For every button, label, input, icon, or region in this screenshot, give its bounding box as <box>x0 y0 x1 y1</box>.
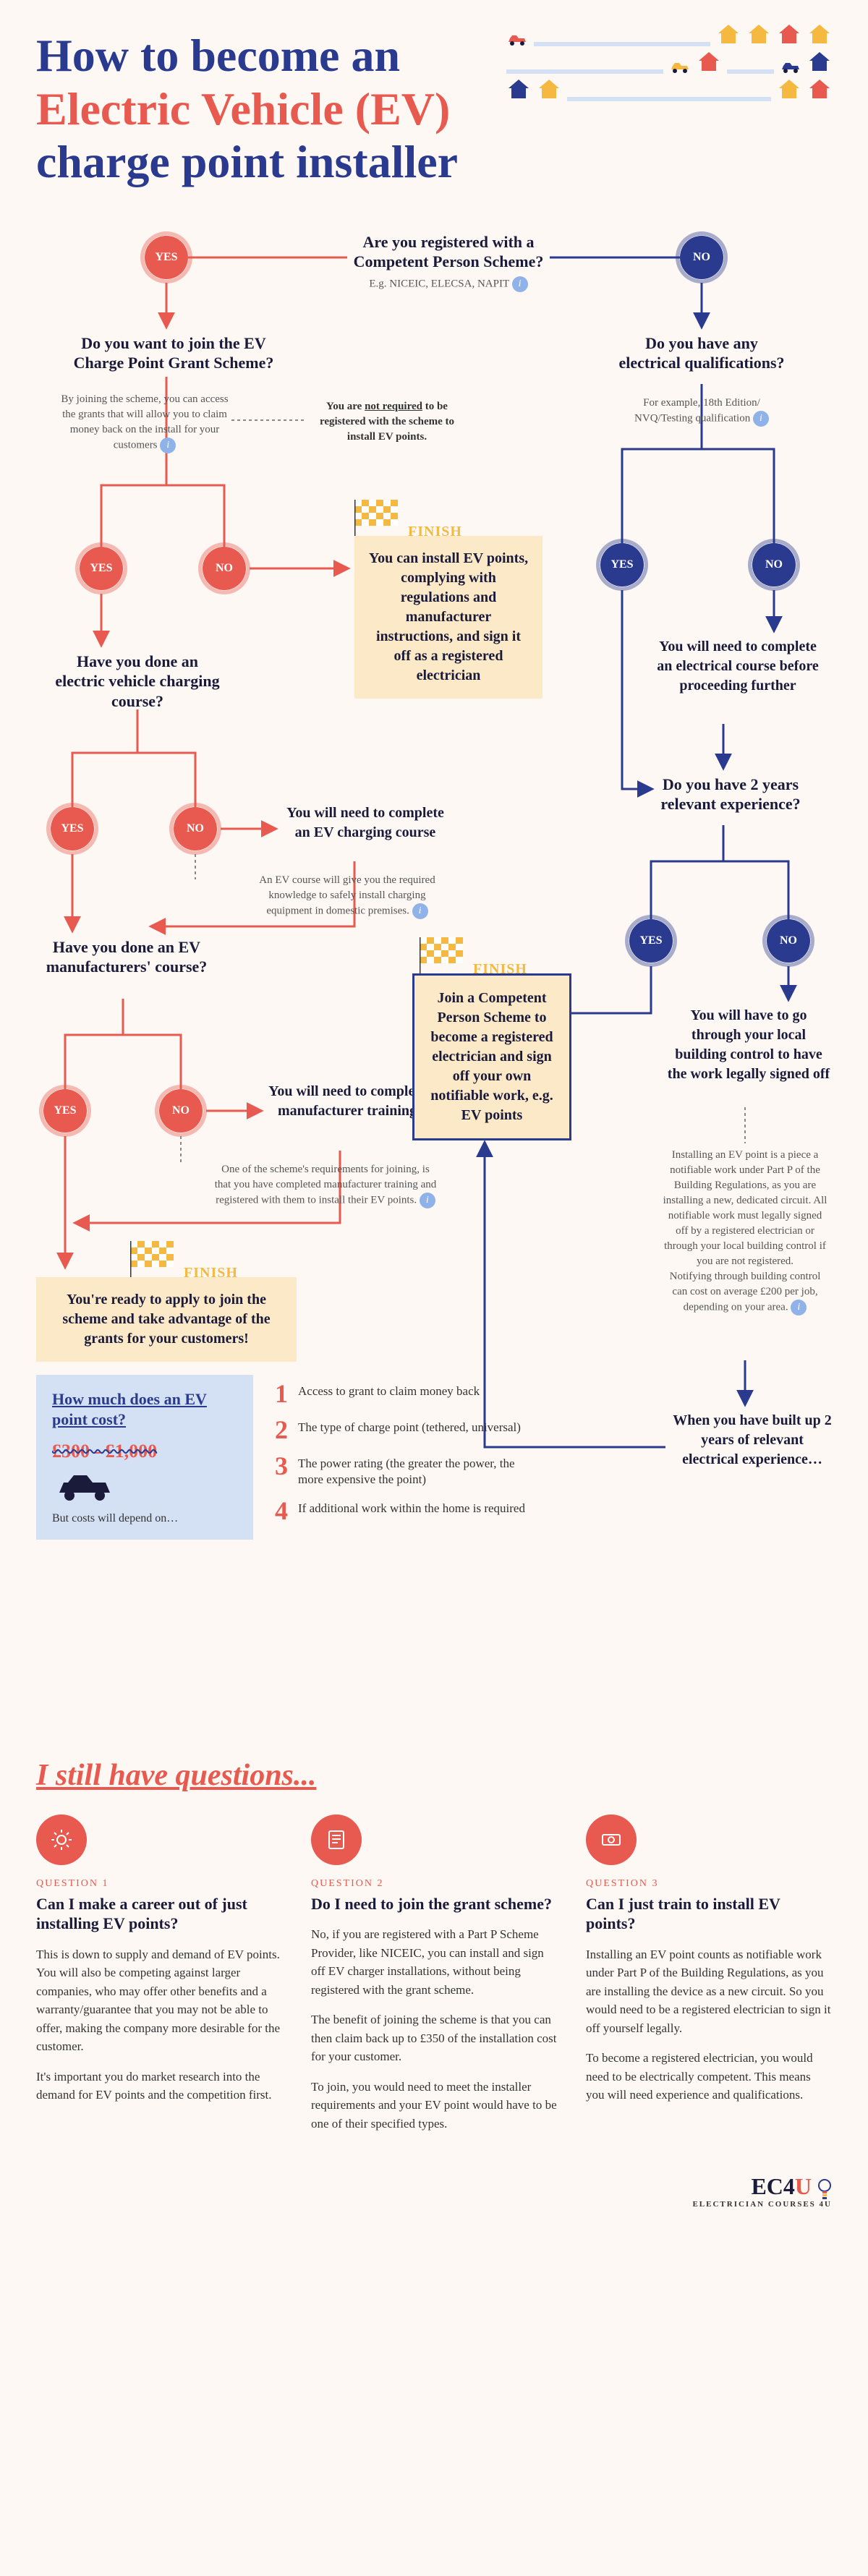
finish-flag: FINISH <box>420 937 527 978</box>
badge-no: NO <box>680 236 723 279</box>
faq-item: QUESTION 2 Do I need to join the grant s… <box>311 1814 557 2145</box>
need-elec-course: You will need to complete an electrical … <box>651 637 825 696</box>
house-icon <box>746 22 771 46</box>
finish-install: You can install EV points, complying wit… <box>354 536 542 699</box>
car-icon <box>780 62 801 74</box>
house-icon <box>807 22 832 46</box>
faq-item: QUESTION 1 Can I make a career out of ju… <box>36 1814 282 2145</box>
hint-not-required: You are not required to be registered wi… <box>307 395 467 449</box>
money-icon <box>586 1814 637 1865</box>
house-icon <box>777 22 801 46</box>
q-experience: Do you have 2 years relevant experience? <box>651 775 810 814</box>
badge-yes: YES <box>51 807 94 850</box>
house-icon <box>697 49 721 74</box>
badge-no: NO <box>159 1089 203 1133</box>
q-mfr-course: Have you done an EV manufacturers' cours… <box>43 937 210 977</box>
badge-yes: YES <box>629 919 673 963</box>
bulb-icon <box>817 2178 832 2200</box>
q-ev-course: Have you done an electric vehicle chargi… <box>51 652 224 712</box>
info-icon: i <box>160 438 176 453</box>
info-icon: i <box>412 903 428 919</box>
hint-ev-course: An EV course will give you the required … <box>246 869 448 924</box>
faq-heading: I still have questions... <box>36 1758 832 1793</box>
badge-yes: YES <box>600 543 644 587</box>
badge-yes: YES <box>80 547 123 590</box>
hint-quals: For example, 18th Edition/ NVQ/Testing q… <box>615 391 788 431</box>
house-icon <box>537 77 561 101</box>
car-icon <box>506 35 528 46</box>
q-grant-scheme: Do you want to join the EV Charge Point … <box>65 333 282 373</box>
footer-logo: EC4U ELECTRICIAN COURSES 4U <box>36 2173 832 2209</box>
finish-ready: You're ready to apply to join the scheme… <box>36 1277 297 1362</box>
house-icon <box>716 22 741 46</box>
car-icon <box>52 1472 117 1501</box>
badge-no: NO <box>203 547 246 590</box>
badge-no: NO <box>752 543 796 587</box>
document-icon <box>311 1814 362 1865</box>
info-icon: i <box>420 1193 435 1208</box>
badge-no: NO <box>767 919 810 963</box>
faq-item: QUESTION 3 Can I just train to install E… <box>586 1814 832 2145</box>
hint-grant: By joining the scheme, you can access th… <box>51 388 239 458</box>
house-icon <box>777 77 801 101</box>
hint-mfr: One of the scheme's requirements for joi… <box>210 1158 441 1213</box>
info-icon: i <box>753 411 769 427</box>
info-icon: i <box>512 276 528 292</box>
builtup-experience: When you have built up 2 years of releva… <box>673 1411 832 1470</box>
cost-list: 1Access to grant to claim money back 2Th… <box>275 1375 542 1540</box>
cost-box: How much does an EV point cost? £300 - £… <box>36 1375 253 1540</box>
badge-no: NO <box>174 807 217 850</box>
finish-flag: FINISH <box>354 500 462 540</box>
gear-icon <box>36 1814 87 1865</box>
need-building-control: You will have to go through your local b… <box>665 1006 832 1084</box>
house-icon <box>506 77 531 101</box>
need-ev-course: You will need to complete an EV charging… <box>282 803 448 843</box>
finish-cps: Join a Competent Person Scheme to become… <box>412 973 571 1140</box>
car-icon <box>669 62 691 74</box>
badge-yes: YES <box>145 236 188 279</box>
badge-yes: YES <box>43 1089 87 1133</box>
need-mfr-training: You will need to complete manufacturer t… <box>268 1082 427 1121</box>
house-icon <box>807 49 832 74</box>
hint-building: Installing an EV point is a piece a noti… <box>658 1143 832 1320</box>
header-houses-decor <box>506 22 832 104</box>
house-icon <box>807 77 832 101</box>
info-icon: i <box>791 1300 807 1315</box>
finish-flag: FINISH <box>130 1241 238 1281</box>
q-qualifications: Do you have any electrical qualification… <box>615 333 788 373</box>
q-competent-scheme: Are you registered with a Competent Pers… <box>347 232 550 292</box>
